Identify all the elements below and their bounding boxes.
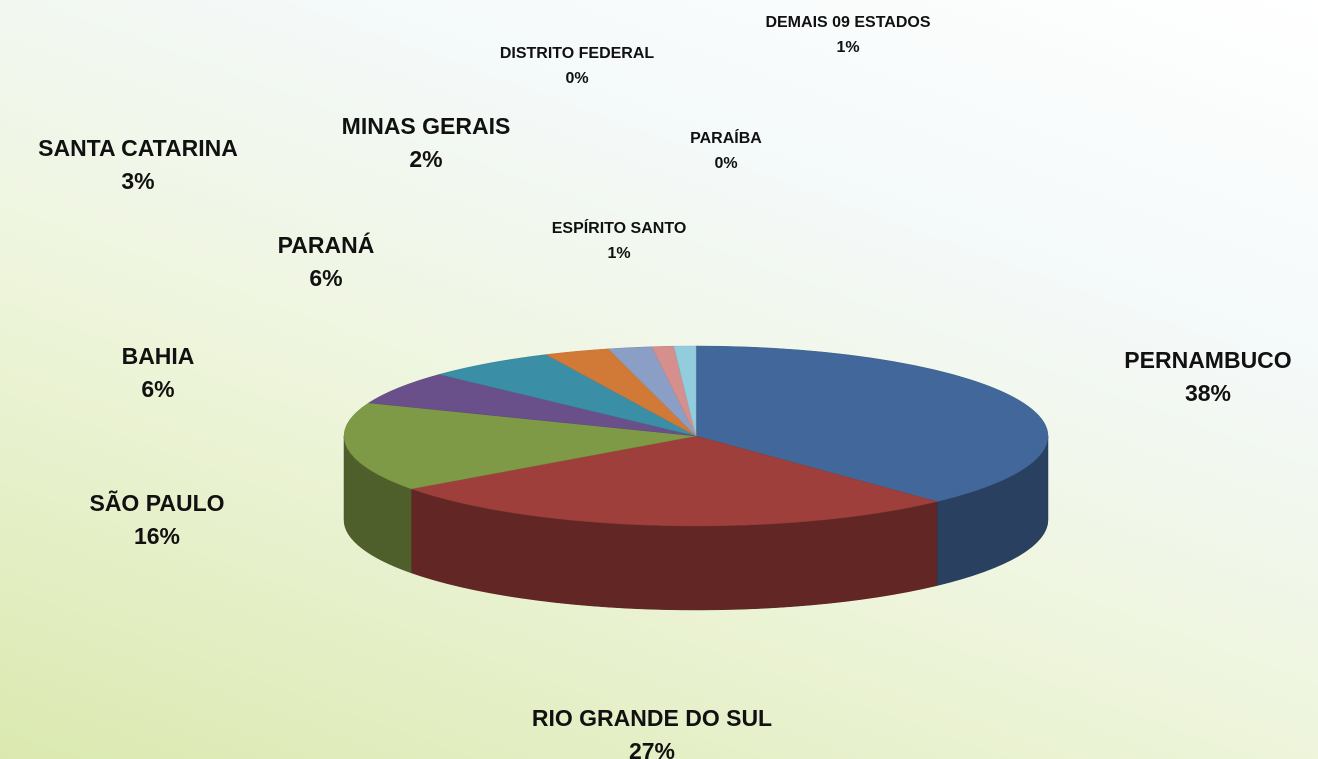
pie-slice: [673, 345, 697, 437]
slice-label: DISTRITO FEDERAL: [500, 45, 655, 62]
slice-label: MINAS GERAIS: [342, 113, 511, 139]
slice-label: PERNAMBUCO: [1124, 347, 1291, 373]
slice-value-label: 1%: [607, 245, 630, 262]
slice-value-label: 16%: [134, 523, 180, 549]
slice-value-label: 6%: [309, 265, 342, 291]
slice-value-label: 0%: [565, 70, 588, 87]
slice-label: DEMAIS 09 ESTADOS: [765, 14, 930, 31]
slice-value-label: 38%: [1185, 380, 1231, 406]
slice-value-label: 2%: [409, 146, 442, 172]
slice-label: PARANÁ: [278, 231, 375, 258]
pie-slice: [367, 374, 697, 437]
slice-label: SÃO PAULO: [89, 489, 224, 516]
slice-label: ESPÍRITO SANTO: [552, 218, 687, 237]
slice-label: BAHIA: [122, 343, 195, 369]
pie-sides: [343, 435, 1049, 611]
slice-value-label: 3%: [121, 168, 154, 194]
slice-label: SANTA CATARINA: [38, 135, 238, 161]
pie-tops: [343, 345, 1049, 527]
pie-slice: [410, 435, 938, 527]
slice-label: PARAÍBA: [690, 128, 762, 147]
slice-label: RIO GRANDE DO SUL: [532, 705, 772, 731]
pie-slice: [695, 345, 1049, 502]
slice-value-label: 6%: [141, 376, 174, 402]
pie-slice: [343, 402, 697, 490]
slice-value-label: 1%: [836, 39, 859, 56]
slice-value-label: 0%: [714, 155, 737, 172]
pie-slice: [439, 354, 697, 437]
slice-value-label: 27%: [629, 738, 675, 759]
